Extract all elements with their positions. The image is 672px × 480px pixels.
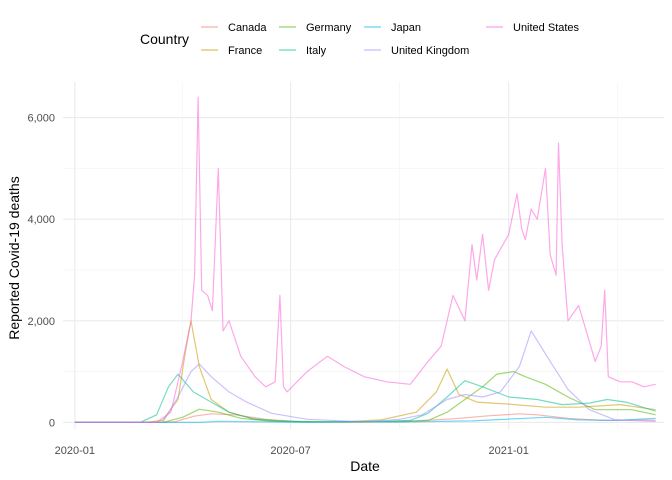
x-tick-label-2020-07: 2020-07 (270, 445, 310, 457)
y-axis-ticks: 0 2,000 4,000 6,000 (27, 113, 55, 430)
x-tick-label-2021-01: 2021-01 (489, 445, 529, 457)
legend-label-united-states: United States (513, 22, 580, 34)
legend-item-france: France (201, 45, 262, 57)
legend-item-united-kingdom: United Kingdom (364, 45, 469, 57)
series-line-united-kingdom (74, 330, 656, 423)
legend-item-germany: Germany (279, 22, 352, 34)
legend-label-japan: Japan (391, 22, 421, 34)
legend-label-italy: Italy (306, 45, 327, 57)
legend-label-germany: Germany (306, 22, 352, 34)
y-tick-label-0: 0 (49, 417, 55, 429)
series-lines (74, 96, 656, 423)
legend-label-canada: Canada (228, 22, 267, 34)
x-axis-title: Date (350, 458, 380, 474)
legend-label-france: France (228, 45, 262, 57)
series-line-japan (74, 416, 656, 423)
y-tick-label-2-000: 2,000 (27, 316, 55, 328)
series-line-germany (74, 371, 656, 423)
legend-title: Country (140, 31, 189, 47)
series-line-united-states (74, 96, 656, 423)
x-tick-label-2020-01: 2020-01 (55, 445, 95, 457)
legend-item-japan: Japan (364, 22, 421, 34)
y-tick-label-6-000: 6,000 (27, 113, 55, 125)
y-tick-label-4-000: 4,000 (27, 214, 55, 226)
legend-label-united-kingdom: United Kingdom (391, 45, 469, 57)
series-line-france (74, 320, 656, 423)
x-axis-ticks: 2020-01 2020-07 2021-01 (55, 445, 529, 457)
y-axis-title: Reported Covid-19 deaths (6, 176, 22, 339)
legend-item-italy: Italy (279, 45, 327, 57)
series-line-italy (74, 373, 656, 423)
legend: Country Canada France Germany Italy Japan Uni… (140, 22, 580, 57)
grid-lines (63, 82, 664, 429)
legend-item-united-states: United States (486, 22, 580, 34)
legend-item-canada: Canada (201, 22, 267, 34)
